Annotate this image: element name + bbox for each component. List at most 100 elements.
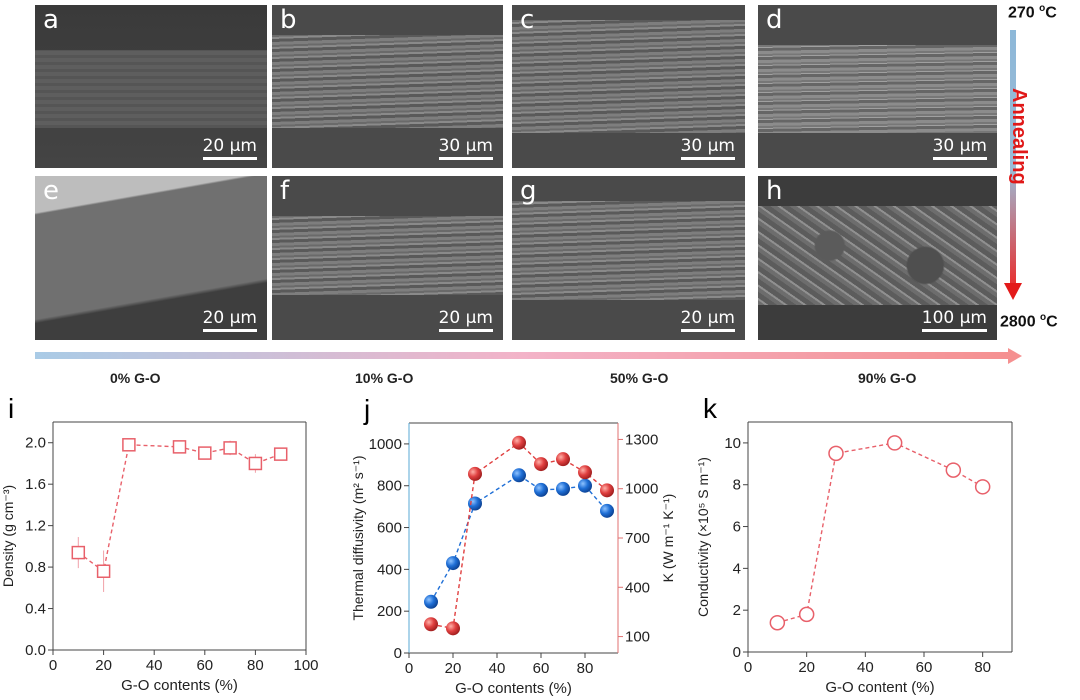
scale-bar-label: 20 µm bbox=[202, 136, 257, 156]
scale-bar-label: 100 µm bbox=[921, 308, 987, 328]
x-tick-label: 60 bbox=[196, 657, 213, 674]
data-point bbox=[534, 457, 548, 472]
panel-label: d bbox=[766, 5, 783, 35]
annealing-arrow-head bbox=[1004, 283, 1022, 300]
go-content-arrow-head bbox=[1008, 348, 1022, 364]
data-point bbox=[512, 468, 526, 483]
y-tick-label: 0.0 bbox=[25, 642, 46, 659]
x-tick-label: 40 bbox=[146, 657, 163, 674]
scale-bar: 100 µm bbox=[921, 308, 987, 332]
annealing-arrow-shaft bbox=[1010, 30, 1016, 285]
x-axis-label: G-O content (%) bbox=[825, 679, 934, 696]
scale-bar-label: 30 µm bbox=[680, 136, 735, 156]
y-tick-label-right: 700 bbox=[625, 530, 650, 547]
data-point bbox=[446, 556, 460, 571]
go-label-90: 90% G-O bbox=[858, 370, 917, 386]
y-tick-label: 1000 bbox=[369, 436, 402, 453]
x-tick-label: 100 bbox=[293, 657, 318, 674]
data-point bbox=[446, 621, 460, 636]
end-temp-value: 2800 bbox=[1000, 313, 1041, 331]
scale-bar-line bbox=[680, 157, 735, 160]
panel-label: g bbox=[520, 176, 537, 206]
data-point bbox=[248, 456, 263, 471]
y-tick-label-right: 400 bbox=[625, 579, 650, 596]
film-cross-section bbox=[35, 50, 267, 128]
data-point bbox=[600, 483, 614, 498]
x-tick-label: 60 bbox=[916, 659, 933, 676]
scale-bar-line bbox=[921, 329, 987, 332]
y-tick-label: 6 bbox=[733, 519, 741, 536]
y-tick-label: 0 bbox=[733, 644, 741, 661]
x-tick-label: 60 bbox=[533, 660, 550, 677]
y-tick-label: 2.0 bbox=[25, 435, 46, 452]
sem-image-h: h 100 µm bbox=[758, 176, 997, 340]
scale-bar: 20 µm bbox=[202, 308, 257, 332]
panel-label: h bbox=[766, 176, 783, 206]
x-tick-label: 0 bbox=[405, 660, 413, 677]
sem-image-g: g 20 µm bbox=[512, 176, 745, 340]
scale-bar-label: 20 µm bbox=[438, 308, 493, 328]
go-label-10: 10% G-O bbox=[355, 370, 414, 386]
series-line bbox=[430, 474, 608, 603]
data-point bbox=[424, 594, 438, 609]
data-point bbox=[578, 465, 592, 480]
y-tick-label: 800 bbox=[377, 478, 402, 495]
film-cross-section bbox=[272, 35, 503, 128]
scale-bar-label: 20 µm bbox=[202, 308, 257, 328]
scale-bar-line bbox=[438, 329, 493, 332]
scale-bar-line bbox=[932, 157, 987, 160]
y-tick-label: 1.2 bbox=[25, 518, 46, 535]
data-point bbox=[600, 503, 614, 518]
y-tick-label: 0 bbox=[394, 645, 402, 662]
x-tick-label: 0 bbox=[49, 657, 57, 674]
y-tick-label-right: 1300 bbox=[625, 431, 658, 448]
sem-image-a: a 20 µm bbox=[35, 5, 267, 168]
degree-sup: o bbox=[1040, 312, 1047, 323]
scale-bar-label: 20 µm bbox=[680, 308, 735, 328]
panel-label: k bbox=[703, 393, 718, 424]
series-line bbox=[430, 441, 608, 630]
scale-bar-label: 30 µm bbox=[438, 136, 493, 156]
data-point bbox=[172, 440, 187, 454]
data-point bbox=[273, 447, 288, 461]
go-content-arrow bbox=[35, 352, 1010, 359]
film-cross-section bbox=[512, 201, 745, 300]
y-tick-label: 400 bbox=[377, 561, 402, 578]
x-tick-label: 40 bbox=[857, 659, 874, 676]
data-point bbox=[556, 452, 570, 467]
sem-image-d: d 30 µm bbox=[758, 5, 997, 168]
data-point bbox=[122, 438, 136, 452]
y-tick-label: 2 bbox=[733, 602, 741, 619]
scale-bar-line bbox=[438, 157, 493, 160]
go-label-50: 50% G-O bbox=[610, 370, 669, 386]
sem-image-b: b 30 µm bbox=[272, 5, 503, 168]
data-point bbox=[424, 617, 438, 632]
y-tick-label: 0.4 bbox=[25, 601, 46, 618]
start-temperature: 270 oC bbox=[1008, 3, 1057, 22]
y-tick-label-right: 100 bbox=[625, 629, 650, 646]
sem-image-e: e 20 µm bbox=[35, 176, 267, 340]
panel-label: e bbox=[43, 176, 59, 206]
scale-bar: 30 µm bbox=[932, 136, 987, 160]
y-tick-label-right: 1000 bbox=[625, 481, 658, 498]
x-tick-label: 20 bbox=[798, 659, 815, 676]
data-point bbox=[512, 435, 526, 450]
x-tick-label: 40 bbox=[489, 660, 506, 677]
scale-bar: 20 µm bbox=[438, 308, 493, 332]
scale-bar-line bbox=[202, 157, 257, 160]
data-point bbox=[828, 445, 844, 462]
end-temperature: 2800 oC bbox=[1000, 312, 1058, 331]
data-point bbox=[556, 481, 570, 496]
data-point bbox=[468, 496, 482, 511]
y-tick-label: 10 bbox=[724, 435, 741, 452]
charts-area: i0 20 40 60 80 1000.00.40.81.21.62.0G-O conte… bbox=[0, 393, 1013, 697]
scale-bar-label: 30 µm bbox=[932, 136, 987, 156]
data-point bbox=[974, 479, 991, 495]
x-tick-label: 20 bbox=[95, 657, 112, 674]
y-tick-label: 0.8 bbox=[25, 559, 46, 576]
scale-bar: 30 µm bbox=[438, 136, 493, 160]
go-label-0: 0% G-O bbox=[110, 370, 161, 386]
y-tick-label: 4 bbox=[733, 560, 741, 577]
x-tick-label: 80 bbox=[247, 657, 264, 674]
